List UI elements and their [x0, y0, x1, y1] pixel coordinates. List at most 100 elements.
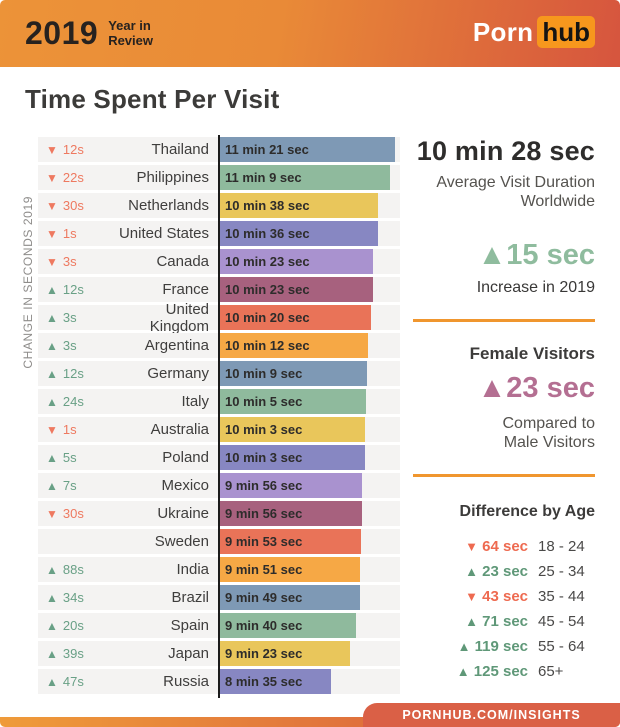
change-value: ▼ 1s — [38, 422, 110, 437]
change-value: ▼ 12s — [38, 142, 110, 157]
bar-cell: 11 min 9 sec — [218, 165, 400, 190]
age-triangle-icon: ▲ — [456, 664, 470, 680]
change-triangle-icon: ▲ — [46, 478, 58, 493]
age-row: ▲ 119 sec 55 - 64 — [413, 634, 595, 659]
change-value: ▲ 34s — [38, 590, 110, 605]
duration-label: 9 min 23 sec — [225, 646, 303, 661]
worldwide-increase-label: Increase in 2019 — [476, 278, 595, 296]
age-triangle-icon: ▲ — [465, 564, 478, 580]
chart-baseline — [218, 135, 220, 698]
table-row: ▼ 1s United States 10 min 36 sec — [38, 221, 400, 249]
change-value: ▲ 39s — [38, 646, 110, 661]
duration-label: 10 min 9 sec — [225, 366, 303, 381]
duration-label: 10 min 38 sec — [225, 198, 310, 213]
duration-label: 8 min 35 sec — [225, 674, 303, 689]
change-triangle-icon: ▼ — [46, 142, 58, 157]
change-value: ▲ 3s — [38, 338, 110, 353]
duration-label: 10 min 3 sec — [225, 450, 303, 465]
change-triangle-icon: ▼ — [46, 170, 58, 185]
footer-url: PORNHUB.COM/INSIGHTS — [402, 708, 581, 722]
change-text: 20s — [62, 618, 84, 633]
logo-hub-badge: hub — [537, 16, 595, 48]
footer-url-tab: PORNHUB.COM/INSIGHTS — [363, 703, 620, 727]
duration-bar: 9 min 40 sec — [218, 613, 356, 638]
change-triangle-icon: ▲ — [46, 282, 58, 297]
country-label: United States — [118, 225, 209, 242]
duration-bar: 10 min 5 sec — [218, 389, 366, 414]
change-triangle-icon: ▼ — [46, 506, 58, 521]
country-label: India — [176, 561, 209, 578]
pornhub-logo: Porn hub — [473, 16, 595, 48]
duration-label: 9 min 49 sec — [225, 590, 303, 605]
change-triangle-icon: ▲ — [46, 562, 58, 577]
age-range-label: 45 - 54 — [538, 613, 585, 631]
duration-label: 9 min 56 sec — [225, 478, 303, 493]
logo-porn-text: Porn — [472, 16, 534, 47]
age-range-label: 25 - 34 — [538, 563, 585, 581]
change-text: 30s — [62, 506, 84, 521]
change-triangle-icon: ▲ — [46, 338, 58, 353]
bar-cell: 9 min 56 sec — [218, 501, 400, 526]
country-label: Brazil — [171, 589, 209, 606]
year-label: 2019 — [25, 15, 99, 51]
bar-cell: 10 min 3 sec — [218, 417, 400, 442]
country-label: Thailand — [151, 141, 209, 158]
country-label: France — [162, 281, 209, 298]
age-difference-value: ▼ 43 sec — [465, 588, 528, 605]
change-triangle-icon: ▼ — [46, 198, 58, 213]
change-triangle-icon: ▲ — [46, 310, 58, 325]
y-axis-label: CHANGE IN SECONDS 2019 — [20, 137, 36, 427]
change-triangle-icon: ▼ — [46, 254, 58, 269]
age-row: ▼ 43 sec 35 - 44 — [413, 584, 595, 609]
change-text: 12s — [62, 366, 84, 381]
page-title: Time Spent Per Visit — [25, 84, 280, 114]
change-value: ▲ 7s — [38, 478, 110, 493]
duration-label: 10 min 23 sec — [225, 282, 310, 297]
age-difference-text: 23 sec — [477, 563, 528, 581]
female-difference-value: ▲23 sec — [477, 371, 595, 404]
worldwide-average-value: 10 min 28 sec — [416, 136, 595, 166]
country-label: Argentina — [144, 337, 209, 354]
age-difference-list: ▼ 64 sec 18 - 24 ▲ 23 sec 25 - 34 ▼ 43 s… — [413, 534, 595, 684]
change-text: 39s — [62, 646, 84, 661]
change-value: ▲ 12s — [38, 366, 110, 381]
duration-label: 9 min 56 sec — [225, 506, 303, 521]
country-label: United Kingdom — [149, 300, 209, 335]
change-text: 12s — [62, 282, 84, 297]
difference-by-age-heading: Difference by Age — [459, 503, 595, 521]
change-value: ▲ 3s — [38, 310, 110, 325]
female-label-line2: Male Visitors — [503, 433, 595, 451]
duration-bar: 10 min 36 sec — [218, 221, 378, 246]
year-subtitle-line2: Review — [108, 32, 153, 48]
age-triangle-icon: ▲ — [457, 639, 471, 655]
age-triangle-icon: ▼ — [465, 539, 478, 555]
change-value: ▲ 20s — [38, 618, 110, 633]
duration-label: 10 min 3 sec — [225, 422, 303, 437]
duration-label: 10 min 12 sec — [225, 338, 310, 353]
duration-bar: 10 min 20 sec — [218, 305, 371, 330]
age-difference-text: 64 sec — [477, 538, 528, 556]
duration-label: 10 min 5 sec — [225, 394, 303, 409]
table-row: ▲ 24s Italy 10 min 5 sec — [38, 389, 400, 417]
duration-bar: 10 min 12 sec — [218, 333, 368, 358]
change-triangle-icon: ▲ — [46, 618, 58, 633]
change-triangle-icon: ▼ — [46, 422, 58, 437]
country-label: Russia — [163, 673, 209, 690]
change-value: ▼ 30s — [38, 198, 110, 213]
duration-label: 10 min 20 sec — [225, 310, 310, 325]
bar-cell: 10 min 20 sec — [218, 305, 400, 330]
stats-panel: 10 min 28 sec Average Visit Duration Wor… — [413, 136, 595, 684]
bar-cell: 8 min 35 sec — [218, 669, 400, 694]
age-difference-text: 119 sec — [470, 638, 528, 656]
duration-label: 9 min 53 sec — [225, 534, 303, 549]
duration-label: 11 min 21 sec — [225, 142, 309, 157]
bar-cell: 10 min 38 sec — [218, 193, 400, 218]
orange-divider-top — [413, 318, 595, 322]
up-triangle-icon: ▲ — [477, 371, 507, 404]
duration-bar: 10 min 3 sec — [218, 417, 365, 442]
change-text: 34s — [62, 590, 84, 605]
duration-bar: 9 min 53 sec — [218, 529, 361, 554]
change-value: ▼ 3s — [38, 254, 110, 269]
duration-bar: 10 min 23 sec — [218, 277, 373, 302]
duration-bar: 9 min 56 sec — [218, 501, 362, 526]
